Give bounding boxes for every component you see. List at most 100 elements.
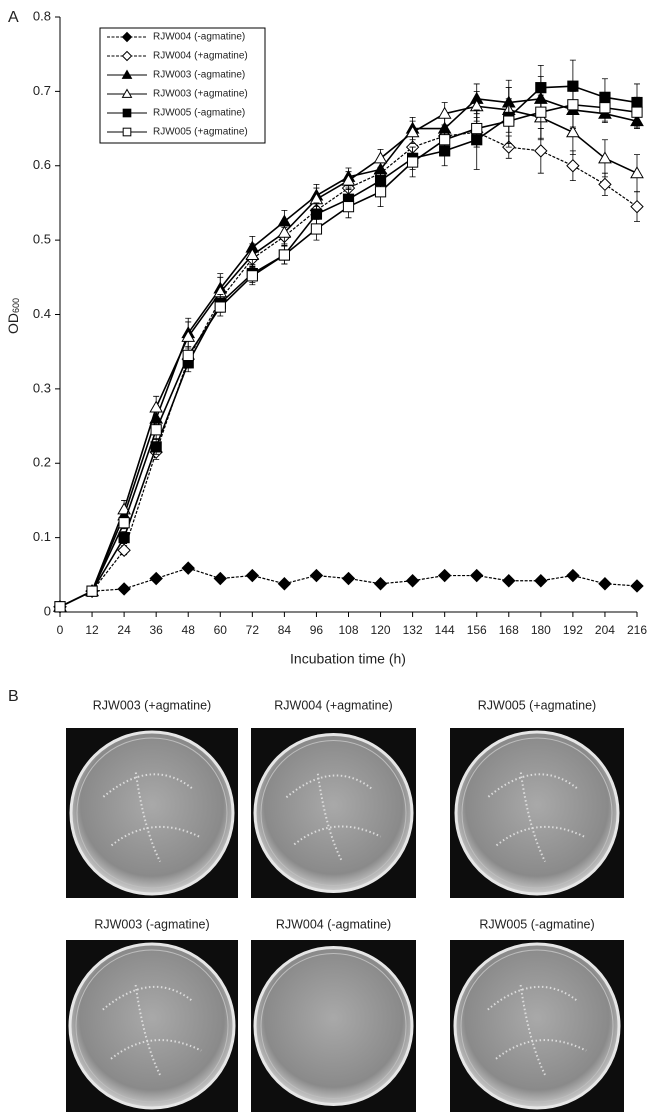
plate-dish: [253, 946, 414, 1106]
legend-label: RJW004 (-agmatine): [153, 32, 245, 43]
marker: [150, 424, 162, 436]
y-tick-label: 0.3: [33, 380, 51, 395]
y-tick-label: 0.2: [33, 455, 51, 470]
marker: [534, 144, 548, 158]
colonies: [102, 984, 202, 1076]
plate-rim: [75, 949, 229, 1103]
plate-label: RJW003 (+agmatine): [93, 698, 211, 712]
y-axis-label: OD600: [5, 298, 22, 334]
marker: [405, 125, 420, 138]
colonies: [102, 772, 202, 863]
legend-marker: [121, 69, 133, 79]
marker: [598, 577, 612, 591]
marker: [566, 568, 580, 583]
y-tick-label: 0.8: [33, 8, 51, 23]
marker: [54, 601, 66, 613]
marker: [309, 568, 324, 583]
marker: [598, 177, 612, 192]
marker: [181, 329, 196, 342]
marker: [503, 115, 515, 127]
x-tick-label: 96: [310, 623, 324, 637]
marker: [471, 122, 483, 135]
marker: [566, 159, 580, 173]
colonies: [285, 773, 382, 861]
marker: [245, 247, 260, 260]
marker: [118, 532, 130, 544]
marker: [631, 106, 643, 118]
marker: [470, 568, 484, 583]
x-tick-label: 180: [531, 623, 551, 637]
legend-marker: [121, 88, 133, 98]
marker: [117, 502, 131, 515]
legend-marker: [121, 31, 133, 43]
legend-label: RJW004 (+agmatine): [153, 51, 248, 62]
x-tick-label: 144: [435, 623, 455, 637]
marker: [213, 571, 227, 586]
marker: [374, 186, 387, 198]
marker: [407, 156, 419, 168]
marker: [535, 106, 547, 118]
marker: [502, 574, 516, 588]
y-tick-label: 0.6: [33, 157, 51, 172]
colonies: [487, 772, 587, 863]
marker: [630, 579, 644, 593]
colonies: [487, 984, 587, 1076]
plate-label: RJW005 (+agmatine): [478, 698, 596, 712]
y-tick-label: 0.5: [33, 232, 51, 247]
x-tick-label: 204: [595, 623, 615, 637]
marker: [277, 577, 292, 591]
x-tick-label: 216: [627, 623, 647, 637]
plate-dish: [69, 730, 235, 896]
marker: [599, 102, 611, 114]
marker: [149, 400, 164, 413]
marker: [439, 134, 451, 146]
marker: [117, 582, 131, 596]
marker: [342, 201, 355, 213]
y-tick-label: 0.4: [33, 306, 51, 321]
plate-dish: [253, 733, 414, 893]
marker: [245, 568, 260, 583]
plate-label: RJW004 (+agmatine): [274, 698, 392, 712]
x-tick-label: 132: [403, 623, 423, 637]
x-tick-label: 84: [278, 623, 292, 637]
marker: [437, 106, 452, 119]
marker: [182, 349, 194, 362]
x-tick-label: 36: [149, 623, 163, 637]
legend-marker: [122, 108, 132, 118]
y-axis-label-main: OD: [5, 313, 21, 334]
plate-rim: [260, 740, 407, 886]
panel-label: B: [8, 688, 19, 705]
plate-label: RJW005 (-agmatine): [479, 917, 594, 931]
y-tick-label: 0: [44, 603, 51, 618]
marker: [278, 249, 290, 261]
legend-box: [99, 27, 266, 144]
x-tick-label: 24: [117, 623, 131, 637]
x-tick-label: 72: [246, 623, 260, 637]
marker: [181, 561, 195, 575]
marker: [630, 166, 644, 179]
marker: [567, 99, 579, 111]
marker: [118, 517, 130, 529]
plate-rim: [461, 737, 613, 889]
marker: [86, 585, 98, 597]
plate-dish: [453, 942, 621, 1110]
x-tick-label: 60: [214, 623, 228, 637]
plate-label: RJW004 (-agmatine): [276, 917, 391, 931]
x-tick-label: 48: [182, 623, 196, 637]
plate-rim: [76, 737, 228, 889]
x-tick-label: 120: [371, 623, 391, 637]
x-axis-label: Incubation time (h): [290, 651, 406, 667]
y-axis-label-sub: 600: [11, 298, 21, 313]
marker: [373, 151, 388, 164]
marker: [405, 574, 420, 588]
marker: [149, 571, 163, 586]
x-tick-label: 156: [467, 623, 487, 637]
marker: [277, 225, 292, 238]
marker: [117, 543, 131, 557]
y-tick-label: 0.7: [33, 83, 51, 98]
series-line: [59, 85, 638, 608]
legend-marker: [121, 50, 133, 62]
marker: [246, 270, 258, 282]
